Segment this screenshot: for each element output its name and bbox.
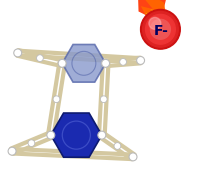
Circle shape <box>102 59 109 67</box>
Circle shape <box>114 143 121 149</box>
Circle shape <box>58 59 66 67</box>
Circle shape <box>150 19 170 39</box>
Circle shape <box>149 17 161 29</box>
Circle shape <box>37 55 43 61</box>
Polygon shape <box>51 113 102 157</box>
Circle shape <box>141 9 180 49</box>
Circle shape <box>146 14 175 44</box>
Circle shape <box>47 131 55 139</box>
Polygon shape <box>145 9 170 31</box>
Polygon shape <box>141 0 167 21</box>
Circle shape <box>137 57 145 64</box>
Circle shape <box>129 153 137 161</box>
Circle shape <box>143 12 178 47</box>
Circle shape <box>98 131 106 139</box>
Circle shape <box>28 140 35 146</box>
Circle shape <box>100 96 107 103</box>
Polygon shape <box>138 0 166 19</box>
Text: F-: F- <box>154 24 169 38</box>
Circle shape <box>53 96 60 103</box>
Polygon shape <box>62 44 106 82</box>
Circle shape <box>14 49 22 57</box>
Circle shape <box>120 59 127 65</box>
Circle shape <box>8 147 16 155</box>
